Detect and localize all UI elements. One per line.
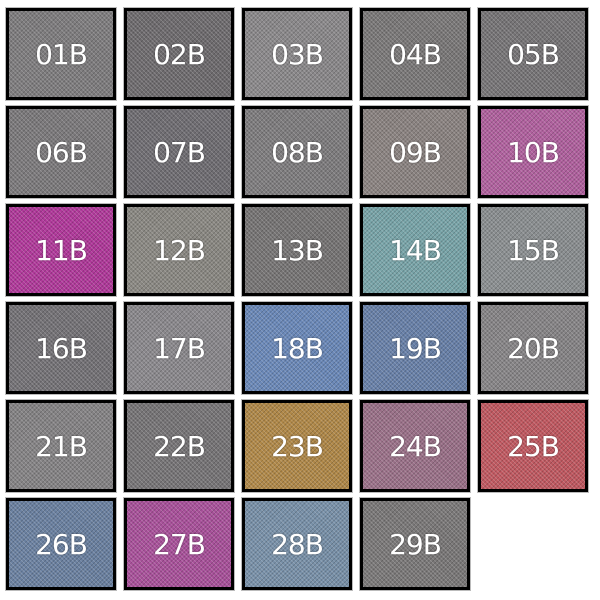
fabric-swatch: 06B — [5, 105, 117, 199]
fabric-swatch: 19B — [359, 301, 471, 395]
fabric-swatch: 24B — [359, 399, 471, 493]
fabric-swatch: 21B — [5, 399, 117, 493]
fabric-swatch: 26B — [5, 497, 117, 591]
swatch-label: 12B — [153, 233, 206, 267]
fabric-swatch: 23B — [241, 399, 353, 493]
swatch-grid: 01B 02B 03B 04B 05B 06B 07B 08B 09B 10B 11B 12B 13B 1… — [5, 7, 589, 591]
swatch-label: 28B — [271, 527, 324, 561]
swatch-label: 11B — [35, 233, 88, 267]
fabric-swatch: 15B — [477, 203, 589, 297]
fabric-swatch: 09B — [359, 105, 471, 199]
swatch-label: 14B — [389, 233, 442, 267]
fabric-swatch: 10B — [477, 105, 589, 199]
swatch-label: 24B — [389, 429, 442, 463]
swatch-label: 03B — [271, 37, 324, 71]
fabric-swatch: 25B — [477, 399, 589, 493]
fabric-swatch: 12B — [123, 203, 235, 297]
fabric-swatch: 05B — [477, 7, 589, 101]
swatch-label: 29B — [389, 527, 442, 561]
swatch-label: 04B — [389, 37, 442, 71]
fabric-swatch: 22B — [123, 399, 235, 493]
swatch-label: 25B — [507, 429, 560, 463]
fabric-swatch: 01B — [5, 7, 117, 101]
swatch-label: 22B — [153, 429, 206, 463]
swatch-label: 20B — [507, 331, 560, 365]
fabric-swatch: 03B — [241, 7, 353, 101]
swatch-label: 08B — [271, 135, 324, 169]
swatch-label: 23B — [271, 429, 324, 463]
fabric-swatch: 18B — [241, 301, 353, 395]
fabric-swatch: 29B — [359, 497, 471, 591]
fabric-swatch: 08B — [241, 105, 353, 199]
swatch-label: 10B — [507, 135, 560, 169]
swatch-label: 16B — [35, 331, 88, 365]
swatch-label: 19B — [389, 331, 442, 365]
fabric-swatch: 27B — [123, 497, 235, 591]
swatch-label: 06B — [35, 135, 88, 169]
fabric-swatch: 04B — [359, 7, 471, 101]
fabric-swatch: 28B — [241, 497, 353, 591]
swatch-label: 15B — [507, 233, 560, 267]
swatch-label: 18B — [271, 331, 324, 365]
swatch-label: 09B — [389, 135, 442, 169]
fabric-swatch: 11B — [5, 203, 117, 297]
swatch-label: 13B — [271, 233, 324, 267]
fabric-swatch: 20B — [477, 301, 589, 395]
swatch-label: 01B — [35, 37, 88, 71]
fabric-swatch: 17B — [123, 301, 235, 395]
fabric-swatch: 13B — [241, 203, 353, 297]
swatch-label: 17B — [153, 331, 206, 365]
swatch-label: 05B — [507, 37, 560, 71]
swatch-label: 07B — [153, 135, 206, 169]
fabric-swatch: 02B — [123, 7, 235, 101]
swatch-label: 27B — [153, 527, 206, 561]
fabric-swatch: 14B — [359, 203, 471, 297]
fabric-swatch: 07B — [123, 105, 235, 199]
swatch-label: 02B — [153, 37, 206, 71]
fabric-swatch: 16B — [5, 301, 117, 395]
swatch-label: 26B — [35, 527, 88, 561]
swatch-label: 21B — [35, 429, 88, 463]
